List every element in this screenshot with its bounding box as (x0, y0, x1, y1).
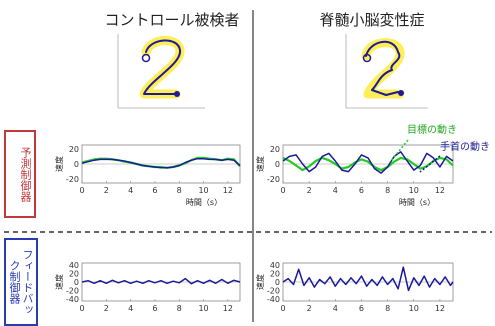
title-control: コントロール被検者 (104, 11, 239, 29)
x-tick-label: 12 (435, 186, 445, 195)
x-tick-label: 10 (198, 304, 208, 313)
legend-target-pointer (389, 139, 409, 163)
x-tick-label: 0 (79, 186, 84, 195)
y-tick-label: -20 (267, 175, 280, 184)
title-patient: 脊髄小脳変性症 (319, 11, 424, 29)
x-tick-label: 10 (409, 186, 419, 195)
x-axis-label: 時間（s） (186, 198, 222, 207)
x-tick-label: 6 (152, 186, 157, 195)
x-tick-label: 12 (223, 304, 233, 313)
y-tick-label: 40 (69, 261, 79, 270)
x-tick-label: 2 (307, 304, 312, 313)
row-label-feedback: フィードバック制御器 (4, 238, 38, 326)
legend-target-label: 目標の動き (407, 123, 457, 136)
y-tick-label: -20 (66, 286, 79, 295)
y-tick-label: 40 (270, 261, 280, 270)
y-tick-label: 0 (275, 278, 280, 287)
x-tick-label: 8 (177, 186, 182, 195)
y-tick-label: -20 (66, 175, 79, 184)
x-tick-label: 4 (128, 304, 133, 313)
legend-wrist-pointer (419, 155, 441, 173)
series-wrist-line (282, 266, 454, 292)
y-tick-label: 20 (270, 270, 280, 279)
y-axis-label: 速度 (255, 156, 265, 172)
x-tick-label: 8 (177, 304, 182, 313)
x-tick-label: 12 (223, 186, 233, 195)
x-tick-label: 0 (280, 186, 285, 195)
handwriting-control (117, 34, 205, 109)
x-tick-label: 6 (152, 304, 157, 313)
x-tick-label: 8 (385, 304, 390, 313)
x-tick-label: 0 (79, 304, 84, 313)
y-axis-label: 速度 (54, 156, 64, 172)
y-axis-label: 速度 (54, 274, 64, 290)
series-wrist-line (81, 157, 241, 169)
x-tick-label: 2 (104, 304, 109, 313)
x-tick-label: 6 (359, 304, 364, 313)
y-tick-label: -40 (66, 295, 79, 304)
handwriting-patient (345, 34, 428, 109)
x-tick-label: 6 (359, 186, 364, 195)
x-tick-label: 8 (385, 186, 390, 195)
x-tick-label: 4 (333, 304, 338, 313)
y-tick-label: 20 (69, 145, 79, 154)
y-tick-label: 20 (69, 270, 79, 279)
x-tick-label: 10 (409, 304, 419, 313)
x-tick-label: 4 (128, 186, 133, 195)
y-tick-label: -20 (267, 286, 280, 295)
series-wrist-line (81, 277, 241, 285)
y-axis-label: 速度 (255, 274, 265, 290)
y-tick-label: 0 (74, 160, 79, 169)
x-tick-label: 4 (333, 186, 338, 195)
y-tick-label: 20 (270, 145, 280, 154)
x-tick-label: 10 (198, 186, 208, 195)
legend-wrist-label: 手首の動き (440, 140, 490, 153)
y-tick-label: -40 (267, 295, 280, 304)
x-tick-label: 0 (280, 304, 285, 313)
y-tick-label: 0 (275, 160, 280, 169)
x-axis-label: 時間（s） (399, 198, 435, 207)
x-tick-label: 2 (104, 186, 109, 195)
x-tick-label: 12 (435, 304, 445, 313)
row-label-predictive: 予測制御器 (4, 130, 36, 218)
series-target-line (282, 156, 454, 172)
y-tick-label: 0 (74, 278, 79, 287)
series-wrist-line (282, 151, 454, 174)
x-tick-label: 2 (307, 186, 312, 195)
